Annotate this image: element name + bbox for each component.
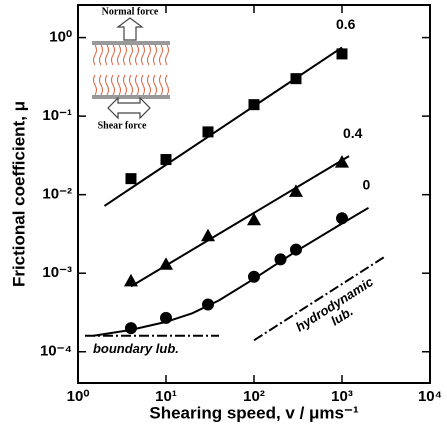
data-point: [202, 126, 214, 138]
y-axis-title: Frictional coefficient, μ: [9, 101, 28, 287]
data-point: [290, 73, 302, 85]
inset-label: Normal force: [102, 6, 159, 17]
reference-line: [253, 256, 385, 342]
data-point: [248, 99, 260, 111]
annotation: boundary lub.: [93, 341, 179, 356]
inset-schematic: Normal force Shear force: [92, 6, 170, 131]
y-tick-label: 10⁻⁴: [40, 343, 72, 360]
x-tick-label: 10⁴: [418, 388, 442, 405]
data-point: [248, 270, 260, 283]
data-point: [335, 155, 349, 168]
x-tick-label: 10¹: [155, 388, 177, 405]
data-point: [200, 228, 215, 242]
data-point: [201, 298, 214, 311]
y-tick-label: 10⁻²: [42, 186, 72, 203]
data-point: [336, 212, 348, 225]
inset-label: Shear force: [98, 120, 147, 131]
data-point: [125, 173, 137, 185]
data-point: [123, 273, 138, 287]
data-point: [160, 311, 172, 324]
y-tick-label: 10⁰: [49, 29, 72, 46]
x-axis-title: Shearing speed, v / μms⁻¹: [149, 403, 359, 422]
y-tick-label: 10⁻³: [42, 264, 72, 281]
x-tick-label: 10⁰: [67, 388, 90, 405]
data-point: [247, 212, 261, 226]
series-label: 0.4: [343, 125, 363, 141]
data-point: [274, 253, 287, 266]
x-tick-label: 10²: [243, 388, 265, 405]
y-tick-label: 10⁻¹: [42, 107, 72, 124]
series-label: 0.6: [336, 16, 356, 32]
fit-line: [93, 206, 370, 337]
data-point: [288, 184, 303, 197]
data-point: [336, 48, 348, 60]
x-tick-label: 10³: [331, 388, 353, 405]
fit-line: [103, 46, 343, 207]
data-point: [159, 257, 173, 270]
data-point: [124, 322, 137, 335]
data-point: [160, 154, 172, 166]
data-point: [289, 243, 302, 256]
series-label: 0: [362, 177, 370, 193]
